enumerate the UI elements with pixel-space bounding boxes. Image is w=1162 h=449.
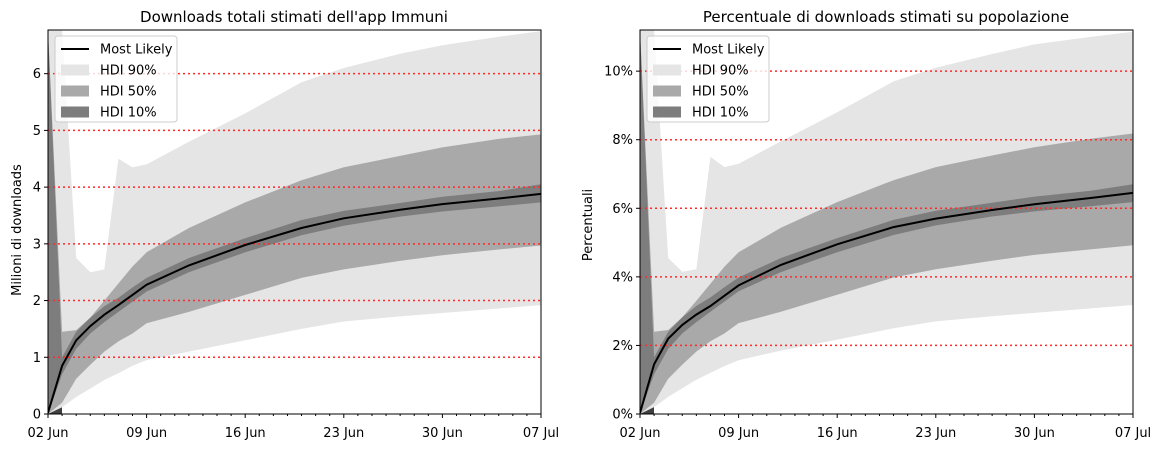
legend-swatch <box>61 85 89 97</box>
x-tick-label: 30 Jun <box>1014 426 1055 441</box>
axes-frame <box>47 29 542 415</box>
y-tick-label: 3 <box>33 237 41 252</box>
x-tick-label: 23 Jun <box>323 426 364 441</box>
x-tick-label: 16 Jun <box>225 426 266 441</box>
legend-label: HDI 50% <box>692 85 749 100</box>
x-tick-label: 02 Jun <box>620 426 661 441</box>
legend-label: Most Likely <box>100 43 173 58</box>
y-tick-label: 4% <box>612 270 633 285</box>
legend: Most Likely HDI 90% HDI 50% HDI 10% <box>646 35 770 123</box>
x-tick-label: 30 Jun <box>422 426 463 441</box>
legend-box <box>54 35 178 123</box>
y-tick-label: 6% <box>612 202 633 217</box>
legend-label: HDI 90% <box>692 64 749 79</box>
series-line-most-likely <box>640 191 1133 414</box>
legend-label: HDI 90% <box>100 64 157 79</box>
y-tick-label: 5 <box>33 124 41 139</box>
y-tick-label: 6 <box>33 67 41 82</box>
x-tick-label: 09 Jun <box>126 426 167 441</box>
chart-title: Percentuale di downloads stimati su popo… <box>703 8 1069 26</box>
legend-label: HDI 50% <box>100 85 157 100</box>
x-tick-label: 16 Jun <box>817 426 858 441</box>
x-tick-label: 02 Jun <box>28 426 69 441</box>
y-axis-label: Percentuali <box>581 189 596 261</box>
y-axis-label: Milioni di downloads <box>10 164 25 296</box>
legend-swatch <box>653 106 681 118</box>
series-line-most-likely <box>48 192 541 414</box>
chart-title: Downloads totali stimati dell'app Immuni <box>140 8 448 26</box>
x-tick-label: 09 Jun <box>718 426 759 441</box>
y-tick-label: 10% <box>604 65 633 80</box>
x-tick-label: 23 Jun <box>915 426 956 441</box>
legend-label: HDI 10% <box>692 106 749 121</box>
legend-label: Most Likely <box>692 43 765 58</box>
legend-label: HDI 10% <box>100 106 157 121</box>
band-hdi-50- <box>48 30 541 414</box>
y-tick-label: 2% <box>612 339 633 354</box>
legend-swatch <box>653 85 681 97</box>
y-tick-label: 8% <box>612 133 633 148</box>
y-tick-label: 0 <box>33 408 41 423</box>
legend: Most Likely HDI 90% HDI 50% HDI 10% <box>54 35 178 123</box>
plot-area: 0 1 2 3 4 5 6 02 Jun 09 Jun 16 Jun 23 Jun 30 Jun 07 … <box>28 29 559 441</box>
chart-panel-downloads: Downloads totali stimati dell'app Immuni… <box>10 8 559 441</box>
axes-frame <box>639 29 1134 415</box>
plot-area: 0% 2% 4% 6% 8% 10% 02 Jun 09 Jun 16 Jun 23 Jun 30 … <box>604 29 1151 441</box>
legend-swatch <box>61 64 89 76</box>
chart-panel-percentage: Percentuale di downloads stimati su popo… <box>581 8 1151 441</box>
band-hdi-50- <box>640 30 1133 414</box>
y-tick-label: 1 <box>33 351 41 366</box>
y-tick-label: 4 <box>33 181 41 196</box>
legend-swatch <box>61 106 89 118</box>
legend-box <box>646 35 770 123</box>
legend-swatch <box>653 64 681 76</box>
y-tick-label: 0% <box>612 408 633 423</box>
x-tick-label: 07 Jul <box>523 426 559 441</box>
y-tick-label: 2 <box>33 294 41 309</box>
x-tick-label: 07 Jul <box>1115 426 1151 441</box>
